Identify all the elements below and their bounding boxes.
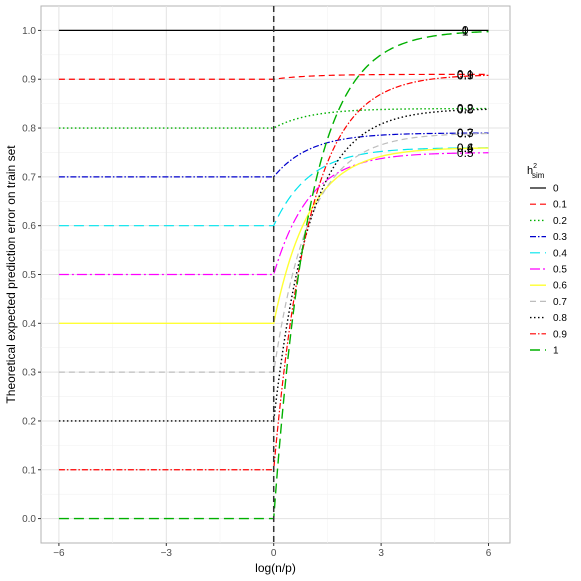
- series-line-0.2: [58, 107, 489, 129]
- legend-label-0.4: 0.4: [553, 248, 567, 259]
- x-tick-label: 6: [486, 548, 492, 559]
- series-line-0.4: [58, 147, 489, 227]
- end-label-1: 1: [462, 25, 469, 39]
- legend-title: h2 sim: [527, 163, 545, 180]
- end-label-0.6: 0.6: [457, 141, 474, 155]
- legend-label-0: 0: [553, 184, 559, 195]
- legend-label-0.7: 0.7: [553, 297, 567, 308]
- end-label-0: 0: [462, 23, 469, 37]
- y-tick-label: 0.9: [22, 75, 36, 86]
- legend-label-1: 1: [553, 346, 559, 357]
- end-label-0.8: 0.8: [457, 102, 474, 116]
- end-label-0.3: 0.3: [457, 126, 474, 140]
- x-axis-title: log(n/p): [255, 561, 296, 575]
- y-tick-label: 0.6: [22, 221, 36, 232]
- end-label-0.1: 0.1: [457, 67, 474, 81]
- minor-gridlines: [41, 6, 510, 543]
- end-label-0.7: 0.7: [457, 127, 474, 141]
- y-tick-label: 0.8: [22, 124, 36, 135]
- legend-label-0.9: 0.9: [553, 329, 567, 340]
- y-axis-ticks: 0.0 0.1 0.2 0.3 0.4 0.5 0.6 0.7 0.8 0.9 1.0: [22, 26, 41, 525]
- y-tick-label: 0.0: [22, 514, 36, 525]
- end-labels: 0 0.1 0.2 0.30.40.50.60.7 0.8 0.9 1: [457, 23, 474, 159]
- series-line-0.7: [58, 132, 489, 373]
- y-tick-label: 1.0: [22, 26, 36, 37]
- legend-label-0.5: 0.5: [553, 265, 567, 276]
- x-tick-label: −6: [53, 548, 65, 559]
- y-tick-label: 0.5: [22, 270, 36, 281]
- series-line-0.3: [58, 132, 489, 178]
- legend-label-0.3: 0.3: [553, 232, 567, 243]
- y-tick-label: 0.2: [22, 416, 36, 427]
- y-tick-label: 0.3: [22, 368, 36, 379]
- y-tick-label: 0.1: [22, 465, 36, 476]
- x-tick-label: −3: [161, 548, 173, 559]
- legend: h2 sim 0 0.1 0.2 0.3 0.4 0.5 0.6 0.7 0.8 0.9 1: [527, 163, 567, 357]
- series-line-0.6: [58, 147, 489, 325]
- legend-items: 0 0.1 0.2 0.3 0.4 0.5 0.6 0.7 0.8 0.9 1: [530, 184, 567, 357]
- legend-label-0.8: 0.8: [553, 313, 567, 324]
- legend-label-0.2: 0.2: [553, 216, 567, 227]
- x-tick-label: 3: [378, 548, 384, 559]
- end-label-0.9: 0.9: [457, 68, 474, 82]
- legend-label-0.6: 0.6: [553, 281, 567, 292]
- x-axis-ticks: −6 −3 0 3 6: [53, 543, 492, 559]
- x-tick-label: 0: [271, 548, 277, 559]
- y-axis-title: Theoretical expected prediction error on…: [4, 145, 18, 404]
- legend-label-0.1: 0.1: [553, 200, 567, 211]
- y-tick-label: 0.7: [22, 172, 36, 183]
- series-line-0.5: [58, 152, 489, 276]
- end-label-0.2: 0.2: [457, 102, 474, 116]
- y-tick-label: 0.4: [22, 319, 36, 330]
- series-line-0.9: [58, 74, 489, 471]
- end-label-0.5: 0.5: [457, 146, 474, 160]
- end-label-0.4: 0.4: [457, 141, 474, 155]
